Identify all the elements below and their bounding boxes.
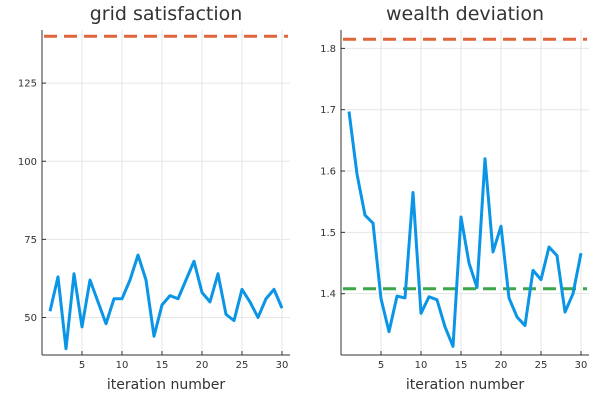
y-tick-label: 100 xyxy=(18,157,37,168)
chart-title: wealth deviation xyxy=(386,3,544,25)
y-tick-label: 1.6 xyxy=(320,167,336,178)
x-tick-label: 10 xyxy=(116,360,129,371)
x-axis-label: iteration number xyxy=(107,377,225,393)
x-tick-label: 10 xyxy=(415,360,428,371)
x-tick-label: 20 xyxy=(495,360,508,371)
x-tick-label: 25 xyxy=(236,360,249,371)
x-axis-label: iteration number xyxy=(406,377,524,393)
x-tick-label: 5 xyxy=(378,360,384,371)
y-tick-label: 125 xyxy=(18,79,37,90)
x-tick-label: 25 xyxy=(535,360,548,371)
x-tick-label: 15 xyxy=(156,360,169,371)
y-tick-label: 75 xyxy=(24,235,37,246)
x-tick-label: 5 xyxy=(79,360,85,371)
x-tick-label: 15 xyxy=(455,360,468,371)
y-tick-label: 1.4 xyxy=(320,289,336,300)
y-tick-label: 1.8 xyxy=(320,44,336,55)
chart-grid-satisfaction: 5 10 15 20 25 30 50 75 100 125 grid satisfaction it… xyxy=(18,3,290,393)
chart-wealth-deviation: 5 10 15 20 25 30 1.4 1.5 1.6 1.7 1.8 wealth deviati… xyxy=(320,3,589,393)
x-tick-label: 30 xyxy=(575,360,588,371)
y-tick-label: 1.5 xyxy=(320,228,336,239)
y-tick-label: 50 xyxy=(24,313,37,324)
x-tick-label: 30 xyxy=(276,360,289,371)
x-tick-label: 20 xyxy=(196,360,209,371)
y-tick-label: 1.7 xyxy=(320,105,336,116)
chart-title: grid satisfaction xyxy=(90,3,243,25)
series-line-1 xyxy=(48,253,284,351)
series-line-1 xyxy=(347,111,583,348)
